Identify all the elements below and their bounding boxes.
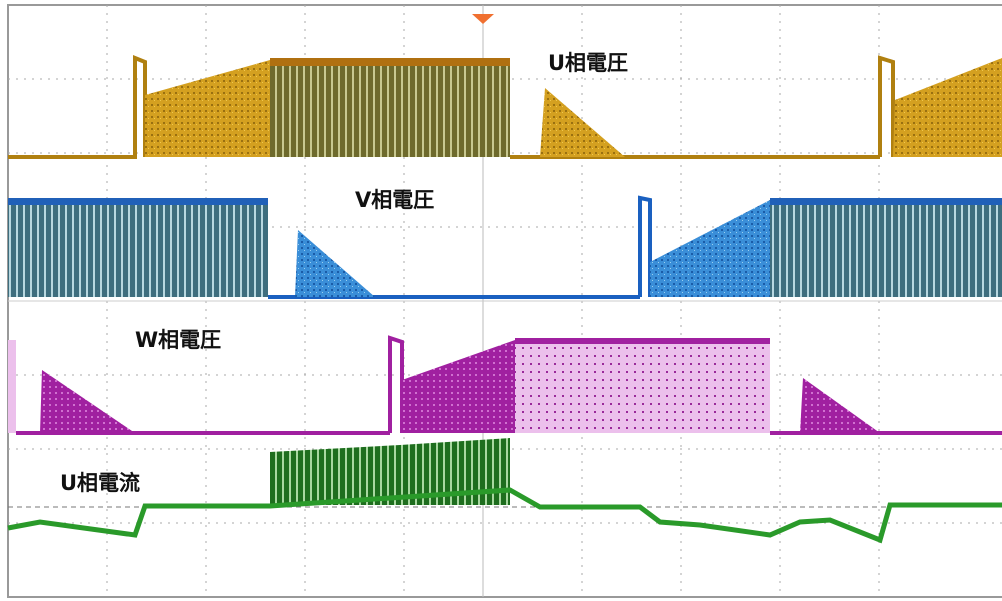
oscilloscope-screen: U相電圧 V相電圧 W相電圧 U相電流 xyxy=(0,0,1002,601)
trace-label: W相電圧 xyxy=(135,328,221,352)
trace-label: U相電圧 xyxy=(548,51,628,75)
trace-label: U相電流 xyxy=(60,471,140,495)
trace-label: V相電圧 xyxy=(355,188,434,212)
